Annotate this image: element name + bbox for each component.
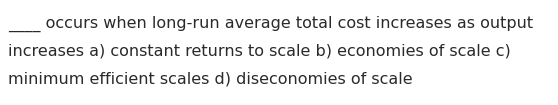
Text: increases a) constant returns to scale b) economies of scale c): increases a) constant returns to scale b… [8, 44, 511, 59]
Text: ____ occurs when long-run average total cost increases as output: ____ occurs when long-run average total … [8, 16, 533, 32]
Text: minimum efficient scales d) diseconomies of scale: minimum efficient scales d) diseconomies… [8, 72, 412, 87]
